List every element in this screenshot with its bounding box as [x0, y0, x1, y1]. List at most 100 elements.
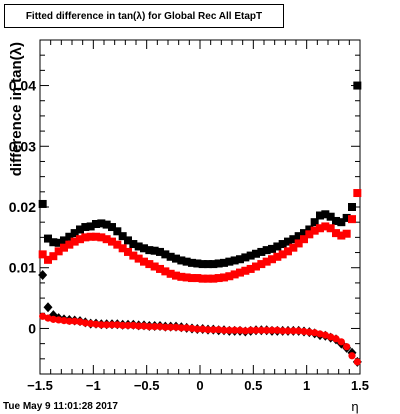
data-point-circle — [103, 321, 111, 329]
data-point-circle — [348, 352, 356, 360]
data-point-square — [220, 258, 228, 267]
data-point-square — [278, 250, 287, 259]
data-point-square — [81, 223, 90, 232]
data-point-square — [326, 212, 335, 221]
data-point-circle — [273, 326, 281, 334]
data-point-square — [193, 274, 202, 283]
data-point-square — [102, 220, 111, 229]
data-point-square — [332, 216, 340, 225]
data-point-square — [278, 240, 287, 249]
data-point-square — [140, 244, 148, 253]
data-point-square — [92, 220, 100, 229]
data-point-circle — [279, 327, 287, 335]
data-point-circle — [81, 319, 89, 327]
data-point-circle — [145, 323, 153, 331]
data-point-circle — [156, 323, 164, 331]
data-point-circle — [65, 317, 73, 325]
data-point-square — [145, 260, 154, 269]
data-point-square — [284, 247, 292, 256]
data-point-square — [134, 242, 143, 251]
data-point-square — [310, 218, 319, 227]
data-point-square — [156, 247, 164, 256]
y-tick-label: 0.04 — [9, 78, 36, 94]
data-point-circle — [108, 321, 116, 329]
x-tick-label: 1.5 — [351, 378, 369, 393]
data-point-square — [44, 234, 52, 243]
data-point-square — [246, 264, 255, 273]
data-point-square — [76, 225, 84, 234]
data-point-circle — [97, 321, 105, 329]
data-point-square — [316, 224, 324, 233]
y-axis-label: difference in tan(λ) — [8, 42, 25, 176]
data-point-circle — [289, 327, 297, 335]
data-point-square — [310, 226, 319, 235]
data-point-square — [177, 272, 186, 281]
data-point-circle — [204, 326, 212, 334]
data-point-circle — [129, 321, 137, 330]
data-point-square — [108, 223, 116, 232]
data-point-square — [129, 240, 138, 249]
data-point-square — [70, 237, 79, 246]
data-point-square — [97, 233, 106, 242]
data-point-circle — [295, 327, 303, 335]
data-point-square — [220, 273, 228, 282]
data-markers — [38, 81, 362, 367]
data-point-circle — [71, 317, 79, 325]
data-point-square — [342, 229, 351, 238]
data-point-square — [38, 199, 47, 208]
data-point-square — [321, 210, 330, 219]
y-tick-label: 0 — [28, 320, 36, 336]
data-point-square — [214, 259, 223, 268]
y-tick-label: 0.03 — [9, 138, 36, 154]
x-tick-label: 0 — [196, 378, 203, 393]
data-point-square — [348, 215, 356, 224]
data-point-square — [124, 236, 132, 245]
data-point-square — [246, 251, 255, 260]
data-point-circle — [151, 323, 159, 331]
data-point-square — [236, 255, 244, 264]
data-point-square — [70, 229, 79, 238]
data-point-square — [156, 264, 164, 273]
data-point-square — [177, 256, 186, 265]
series-1 — [38, 81, 362, 269]
data-point-square — [60, 236, 68, 245]
data-point-square — [342, 213, 351, 222]
data-point-square — [225, 257, 234, 266]
x-tick-label: 0.5 — [244, 378, 262, 393]
axis-ticks — [39, 39, 361, 375]
data-point-square — [76, 235, 84, 244]
data-point-square — [86, 232, 95, 241]
data-point-square — [289, 235, 298, 244]
data-point-circle — [284, 327, 292, 335]
axis-labels: −1.5 −1 −0.5 0 0.5 1 1.5 0 0.01 0.02 0.03 0.04 η diff… — [3, 42, 369, 414]
data-point-square — [257, 260, 266, 269]
data-point-square — [268, 244, 276, 253]
data-point-circle — [161, 323, 169, 331]
data-point-circle — [263, 326, 271, 334]
data-point-square — [316, 211, 324, 220]
data-point-circle — [167, 323, 175, 331]
data-point-circle — [172, 323, 180, 331]
data-point-square — [150, 262, 159, 271]
series-3 — [38, 270, 362, 367]
data-point-square — [134, 254, 143, 263]
data-point-circle — [55, 316, 63, 324]
data-point-circle — [87, 319, 95, 328]
data-point-square — [108, 237, 116, 246]
footer-timestamp: Tue May 9 11:01:28 2017 — [3, 401, 118, 412]
data-point-circle — [60, 316, 68, 325]
data-point-square — [193, 259, 202, 268]
data-point-square — [326, 224, 335, 233]
x-tick-label: 1 — [303, 378, 310, 393]
data-point-square — [337, 218, 346, 227]
data-point-circle — [241, 327, 249, 335]
data-point-circle — [343, 343, 351, 351]
data-point-square — [65, 232, 74, 241]
data-point-circle — [236, 326, 244, 334]
data-point-square — [172, 271, 180, 280]
data-point-square — [118, 232, 127, 241]
data-point-square — [321, 222, 330, 231]
data-point-square — [284, 237, 292, 246]
data-point-square — [113, 240, 122, 249]
data-point-circle — [92, 320, 100, 328]
